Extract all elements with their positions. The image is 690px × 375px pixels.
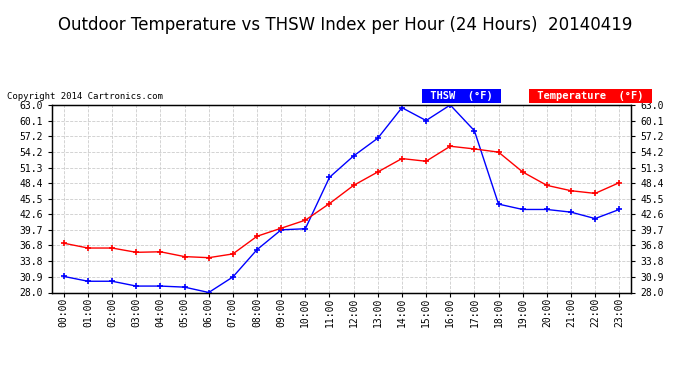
Text: Temperature  (°F): Temperature (°F) — [531, 91, 650, 101]
Text: Outdoor Temperature vs THSW Index per Hour (24 Hours)  20140419: Outdoor Temperature vs THSW Index per Ho… — [58, 16, 632, 34]
Text: Copyright 2014 Cartronics.com: Copyright 2014 Cartronics.com — [7, 92, 163, 101]
Text: THSW  (°F): THSW (°F) — [424, 91, 500, 101]
